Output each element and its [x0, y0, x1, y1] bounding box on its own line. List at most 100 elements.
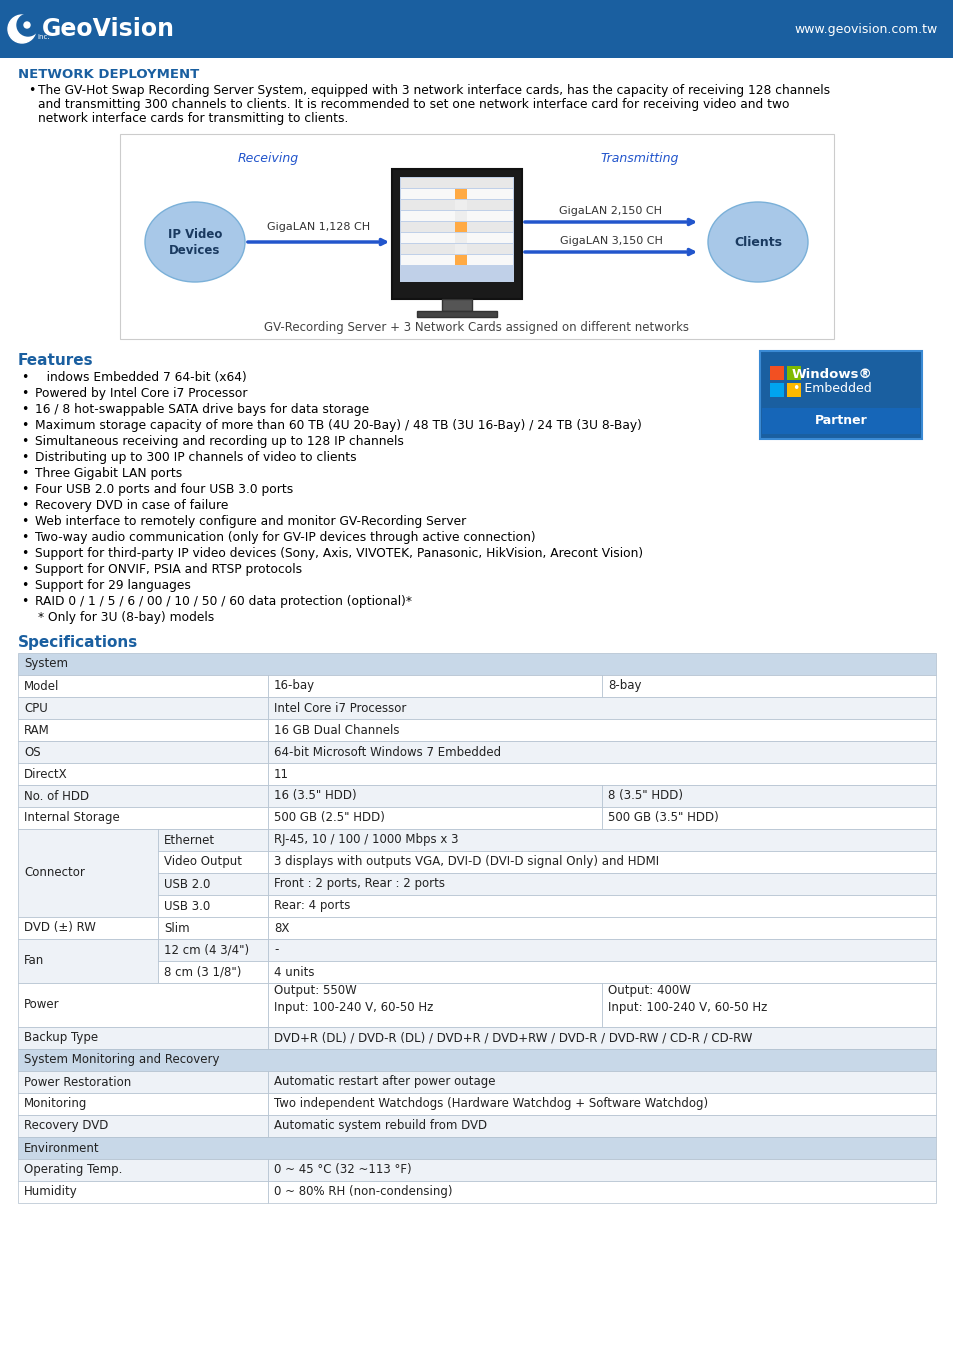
Text: Automatic restart after power outage: Automatic restart after power outage: [274, 1076, 495, 1088]
Text: Operating Temp.: Operating Temp.: [24, 1164, 122, 1176]
Text: Video Output: Video Output: [164, 856, 242, 868]
Bar: [268, 850, 935, 873]
Ellipse shape: [707, 202, 807, 282]
Text: DVD (±) RW: DVD (±) RW: [24, 922, 95, 934]
Bar: [268, 720, 935, 741]
Text: 64-bit Microsoft Windows 7 Embedded: 64-bit Microsoft Windows 7 Embedded: [274, 745, 500, 759]
Bar: [268, 741, 935, 763]
Text: 0 ~ 80% RH (non-condensing): 0 ~ 80% RH (non-condensing): [274, 1185, 452, 1199]
Text: network interface cards for transmitting to clients.: network interface cards for transmitting…: [38, 112, 348, 126]
Bar: [158, 850, 268, 873]
Text: inc.: inc.: [37, 34, 50, 40]
Bar: [455, 244, 467, 254]
Text: Three Gigabit LAN ports: Three Gigabit LAN ports: [35, 467, 182, 481]
Bar: [268, 940, 935, 961]
Bar: [18, 1049, 935, 1071]
Text: •: •: [21, 418, 29, 432]
Bar: [786, 366, 801, 379]
Bar: [400, 234, 513, 243]
Text: The GV-Hot Swap Recording Server System, equipped with 3 network interface cards: The GV-Hot Swap Recording Server System,…: [38, 84, 829, 97]
Bar: [400, 178, 513, 188]
Bar: [18, 807, 268, 829]
Bar: [455, 234, 467, 243]
Bar: [601, 807, 935, 829]
Ellipse shape: [145, 202, 245, 282]
Bar: [399, 177, 514, 282]
Text: Specifications: Specifications: [18, 634, 138, 649]
Bar: [268, 1160, 935, 1181]
Bar: [18, 1115, 268, 1137]
Text: Simultaneous receiving and recording up to 128 IP channels: Simultaneous receiving and recording up …: [35, 435, 403, 448]
Text: •: •: [21, 435, 29, 448]
Text: GeoVision: GeoVision: [42, 18, 174, 40]
Text: Transmitting: Transmitting: [600, 153, 679, 165]
Bar: [18, 784, 268, 807]
Text: 3 displays with outputs VGA, DVI-D (DVI-D signal Only) and HDMI: 3 displays with outputs VGA, DVI-D (DVI-…: [274, 856, 659, 868]
Circle shape: [17, 14, 39, 36]
Bar: [400, 211, 513, 221]
Text: •: •: [21, 371, 29, 383]
Bar: [18, 720, 268, 741]
Bar: [268, 829, 935, 850]
Text: IP Video: IP Video: [168, 228, 222, 240]
Text: GigaLAN 2,150 CH: GigaLAN 2,150 CH: [558, 207, 661, 216]
Text: 500 GB (2.5" HDD): 500 GB (2.5" HDD): [274, 811, 384, 825]
Bar: [268, 675, 601, 697]
Text: USB 3.0: USB 3.0: [164, 899, 210, 913]
Bar: [769, 383, 783, 397]
Circle shape: [24, 22, 30, 28]
Text: 16 / 8 hot-swappable SATA drive bays for data storage: 16 / 8 hot-swappable SATA drive bays for…: [35, 404, 369, 416]
Text: 500 GB (3.5" HDD): 500 GB (3.5" HDD): [607, 811, 718, 825]
Bar: [455, 221, 467, 232]
Text: Intel Core i7 Processor: Intel Core i7 Processor: [274, 702, 406, 714]
Text: Input: 100-240 V, 60-50 Hz: Input: 100-240 V, 60-50 Hz: [274, 1000, 433, 1014]
Text: •: •: [21, 531, 29, 544]
Bar: [455, 211, 467, 221]
Bar: [392, 169, 521, 298]
Text: 12 cm (4 3/4"): 12 cm (4 3/4"): [164, 944, 249, 957]
Bar: [18, 940, 158, 983]
Text: •: •: [21, 547, 29, 560]
Bar: [268, 1094, 935, 1115]
Bar: [158, 873, 268, 895]
Text: Web interface to remotely configure and monitor GV-Recording Server: Web interface to remotely configure and …: [35, 514, 466, 528]
Text: 16 (3.5" HDD): 16 (3.5" HDD): [274, 790, 356, 802]
Bar: [268, 917, 935, 940]
Text: Power: Power: [24, 999, 59, 1011]
Text: •: •: [21, 595, 29, 608]
Text: indows Embedded 7 64-bit (x64): indows Embedded 7 64-bit (x64): [35, 371, 247, 383]
Text: and transmitting 300 channels to clients. It is recommended to set one network i: and transmitting 300 channels to clients…: [38, 99, 789, 111]
Text: 16 GB Dual Channels: 16 GB Dual Channels: [274, 724, 399, 737]
Text: Monitoring: Monitoring: [24, 1098, 88, 1111]
Text: •: •: [21, 404, 29, 416]
Bar: [158, 940, 268, 961]
Bar: [601, 784, 935, 807]
Bar: [18, 675, 268, 697]
Bar: [18, 917, 158, 940]
Text: •: •: [28, 84, 35, 97]
Text: 16-bay: 16-bay: [274, 679, 314, 693]
Text: RAID 0 / 1 / 5 / 6 / 00 / 10 / 50 / 60 data protection (optional)*: RAID 0 / 1 / 5 / 6 / 00 / 10 / 50 / 60 d…: [35, 595, 412, 608]
Text: •: •: [21, 387, 29, 400]
Bar: [268, 1071, 935, 1094]
Text: Connector: Connector: [24, 867, 85, 879]
Text: Output: 400W: Output: 400W: [607, 984, 690, 998]
Bar: [400, 244, 513, 254]
Text: RAM: RAM: [24, 724, 50, 737]
Bar: [416, 310, 497, 317]
Text: Maximum storage capacity of more than 60 TB (4U 20-Bay) / 48 TB (3U 16-Bay) / 24: Maximum storage capacity of more than 60…: [35, 418, 641, 432]
Text: Output: 550W: Output: 550W: [274, 984, 356, 998]
Text: Windows®: Windows®: [791, 367, 872, 381]
Bar: [400, 255, 513, 265]
Bar: [18, 1094, 268, 1115]
Text: Internal Storage: Internal Storage: [24, 811, 120, 825]
Text: •: •: [21, 483, 29, 495]
Text: No. of HDD: No. of HDD: [24, 790, 89, 802]
Text: • Embedded: • Embedded: [792, 382, 870, 394]
Text: Front : 2 ports, Rear : 2 ports: Front : 2 ports, Rear : 2 ports: [274, 878, 444, 891]
Bar: [786, 383, 801, 397]
Text: •: •: [21, 451, 29, 464]
Text: Clients: Clients: [733, 235, 781, 248]
Text: CPU: CPU: [24, 702, 48, 714]
Bar: [268, 961, 935, 983]
